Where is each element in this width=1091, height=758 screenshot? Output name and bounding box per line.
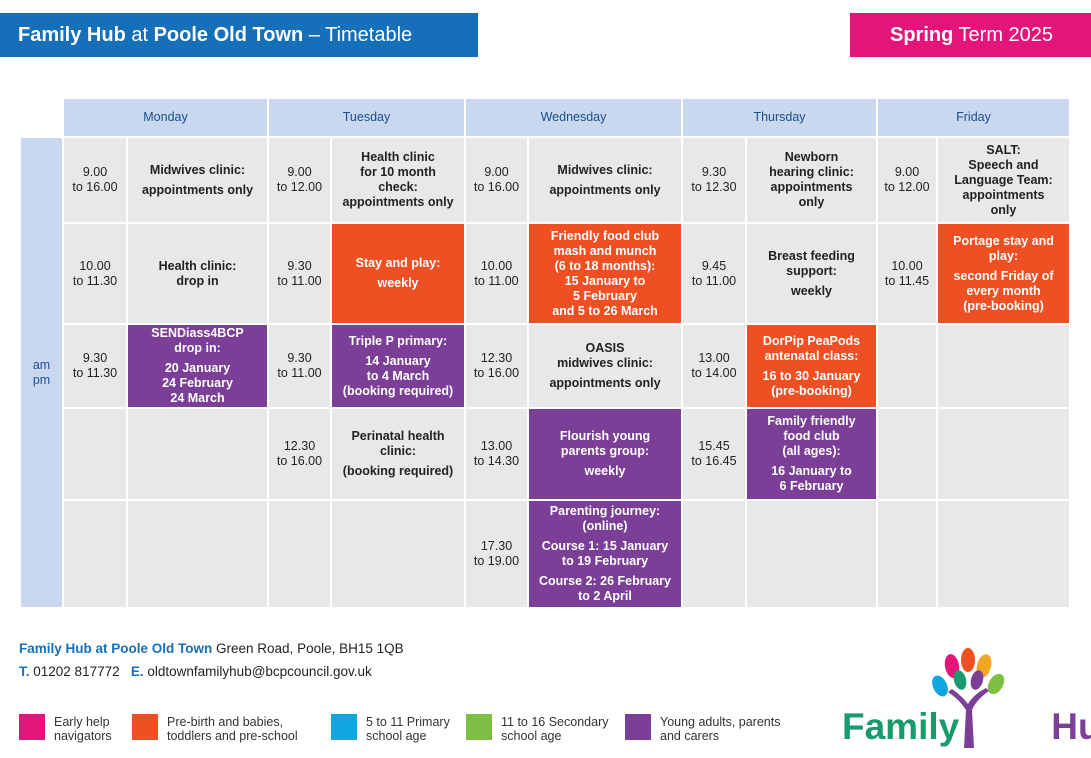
time-cell: 12.30 to 16.00	[464, 323, 529, 409]
event-cell: Midwives clinic: appointments only	[126, 136, 269, 224]
timetable-row: 9.30 to 11.30 SENDiass4BCP drop in: 20 Janua…	[20, 323, 1071, 409]
legend-swatch	[132, 714, 158, 740]
event-cell: Parenting journey: (online) Course 1: 15 J…	[527, 499, 683, 609]
event-cell	[126, 407, 269, 501]
time-cell	[62, 499, 128, 609]
event-cell: Midwives clinic: appointments only	[527, 136, 683, 224]
time-cell: 13.00 to 14.00	[681, 323, 747, 409]
time-cell: 9.45 to 11.00	[681, 222, 747, 325]
event-cell: Friendly food club mash and munch (6 to 18…	[527, 222, 683, 325]
day-header-thursday: Thursday	[681, 97, 878, 138]
timetable-row: 12.30 to 16.00 Perinatal health clinic: (boo…	[20, 407, 1071, 501]
event-cell: Family friendly food club (all ages): 16 Ja…	[745, 407, 878, 501]
time-cell: 9.30 to 11.00	[267, 222, 332, 325]
time-cell	[681, 499, 747, 609]
event-cell: Portage stay and play: second Friday of eve…	[936, 222, 1071, 325]
term-badge: Spring Term 2025	[850, 13, 1091, 57]
legend-swatch	[625, 714, 651, 740]
event-cell: SENDiass4BCP drop in: 20 January 24 Februar…	[126, 323, 269, 409]
legend-swatch	[19, 714, 45, 740]
time-cell: 10.00 to 11.45	[876, 222, 938, 325]
event-cell: Newborn hearing clinic: appointments only	[745, 136, 878, 224]
family-hub-tree-logo	[932, 648, 1005, 748]
day-header-friday: Friday	[876, 97, 1071, 138]
header-corner	[19, 97, 64, 138]
timetable-row: 10.00 to 11.30 Health clinic: drop in 9.30 to…	[20, 222, 1071, 325]
time-cell: 10.00 to 11.30	[62, 222, 128, 325]
day-header-row: Monday Tuesday Wednesday Thursday Friday	[19, 97, 1071, 138]
event-cell	[745, 499, 878, 609]
timetable: Monday Tuesday Wednesday Thursday Friday…	[19, 97, 1071, 609]
page-title: Family Hub at Poole Old Town – Timetable	[0, 13, 478, 57]
event-cell: SALT: Speech and Language Team: appointment…	[936, 136, 1071, 224]
time-cell: 9.30 to 11.30	[62, 323, 128, 409]
time-cell: 9.00 to 12.00	[876, 136, 938, 224]
time-cell	[876, 407, 938, 501]
time-cell: 9.00 to 16.00	[464, 136, 529, 224]
timetable-row: 17.30 to 19.00 Parenting journey: (online) C…	[20, 499, 1071, 609]
event-cell	[126, 499, 269, 609]
event-cell: Flourish young parents group: weekly	[527, 407, 683, 501]
event-cell	[936, 323, 1071, 409]
event-cell: Stay and play: weekly	[330, 222, 466, 325]
legend-swatch	[331, 714, 357, 740]
event-cell: Perinatal health clinic: (booking required…	[330, 407, 466, 501]
time-cell: 9.30 to 12.30	[681, 136, 747, 224]
legend-swatch	[466, 714, 492, 740]
time-cell: 9.00 to 12.00	[267, 136, 332, 224]
event-cell: OASIS midwives clinic: appointments only	[527, 323, 683, 409]
event-cell: Health clinic for 10 month check: appointme…	[330, 136, 466, 224]
am-pm-label: am pm	[19, 136, 64, 609]
time-cell: 13.00 to 14.30	[464, 407, 529, 501]
time-cell	[267, 499, 332, 609]
event-cell: Breast feeding support: weekly	[745, 222, 878, 325]
time-cell	[876, 323, 938, 409]
email-address: oldtownfamilyhub@bcpcouncil.gov.uk	[143, 664, 372, 679]
event-cell	[936, 407, 1071, 501]
phone-number: 01202 817772	[29, 664, 120, 679]
event-cell: DorPip PeaPods antenatal class: 16 to 30 J…	[745, 323, 878, 409]
day-header-tuesday: Tuesday	[267, 97, 466, 138]
event-cell: Health clinic: drop in	[126, 222, 269, 325]
time-cell: 12.30 to 16.00	[267, 407, 332, 501]
timetable-row: am pm 9.00 to 16.00 Midwives clinic: appointm…	[19, 136, 1071, 609]
event-cell: Triple P primary: 14 January to 4 March (bo…	[330, 323, 466, 409]
time-cell	[876, 499, 938, 609]
day-header-wednesday: Wednesday	[464, 97, 683, 138]
time-cell	[62, 407, 128, 501]
time-cell: 9.00 to 16.00	[62, 136, 128, 224]
time-cell: 9.30 to 11.00	[267, 323, 332, 409]
time-cell: 15.45 to 16.45	[681, 407, 747, 501]
footer-contact: T. 01202 817772 E. oldtownfamilyhub@bcpc…	[19, 664, 372, 679]
event-cell	[936, 499, 1071, 609]
time-cell: 17.30 to 19.00	[464, 499, 529, 609]
footer-address: Family Hub at Poole Old Town Green Road,…	[19, 641, 404, 656]
time-cell: 10.00 to 11.00	[464, 222, 529, 325]
day-header-monday: Monday	[62, 97, 269, 138]
event-cell	[330, 499, 466, 609]
